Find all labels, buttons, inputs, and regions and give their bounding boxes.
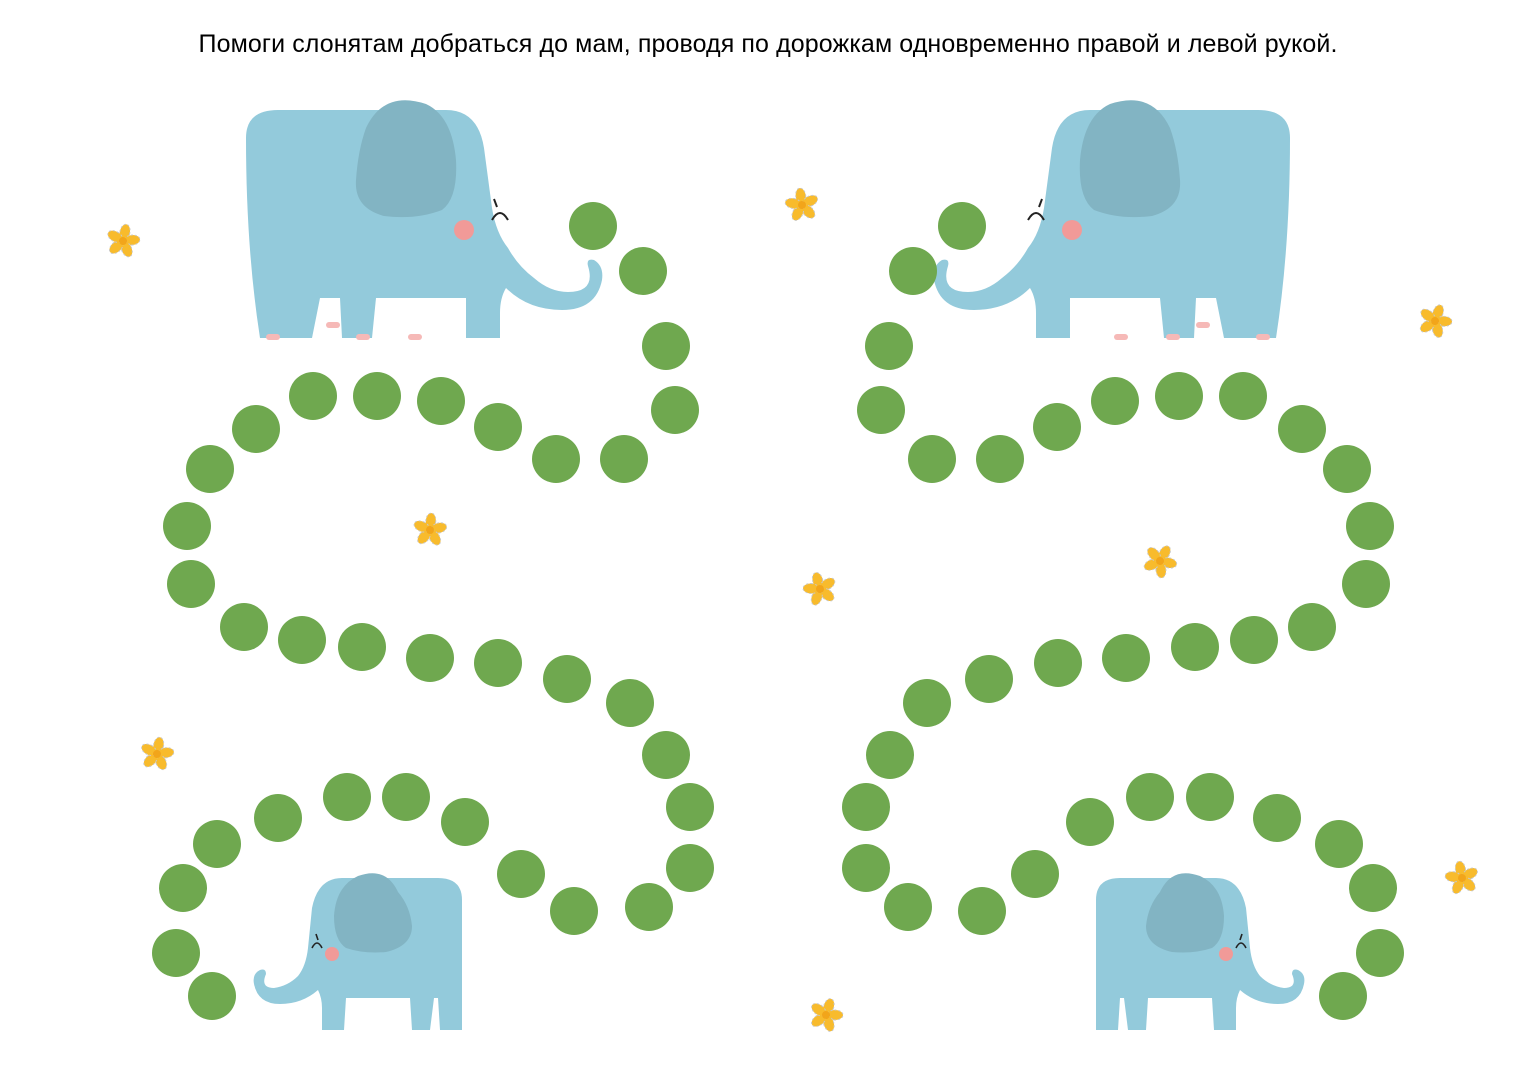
- path-dot: [323, 773, 371, 821]
- path-dot: [1171, 623, 1219, 671]
- path-dot: [289, 372, 337, 420]
- path-dot: [842, 783, 890, 831]
- path-dot: [497, 850, 545, 898]
- elephant-mother-left-icon: [245, 99, 604, 341]
- flower-icon: [781, 185, 823, 225]
- path-dot: [278, 616, 326, 664]
- path-dot: [353, 372, 401, 420]
- path-dot: [1253, 794, 1301, 842]
- path-dot: [441, 798, 489, 846]
- path-dot: [666, 844, 714, 892]
- path-left: [152, 202, 714, 1020]
- path-dot: [958, 887, 1006, 935]
- path-dot: [1186, 773, 1234, 821]
- flower-icon: [410, 511, 450, 549]
- path-dot: [889, 247, 937, 295]
- instruction-text: Помоги слонятам добраться до мам, провод…: [198, 30, 1338, 58]
- path-dot: [1319, 972, 1367, 1020]
- flower-icon: [797, 567, 842, 611]
- path-dot: [1034, 639, 1082, 687]
- path-dot: [606, 679, 654, 727]
- path-dot: [382, 773, 430, 821]
- path-dot: [338, 623, 386, 671]
- path-dot: [642, 322, 690, 370]
- path-dot: [666, 783, 714, 831]
- path-dot: [619, 247, 667, 295]
- path-dot: [857, 386, 905, 434]
- path-dot: [965, 655, 1013, 703]
- path-dot: [884, 883, 932, 931]
- path-dot: [625, 883, 673, 931]
- path-dot: [188, 972, 236, 1020]
- path-dot: [1323, 445, 1371, 493]
- path-dot: [550, 887, 598, 935]
- path-dot: [903, 679, 951, 727]
- flower-icon: [1441, 857, 1483, 899]
- path-dot: [406, 634, 454, 682]
- flower-icon: [1412, 298, 1458, 344]
- path-dot: [1230, 616, 1278, 664]
- path-dot: [220, 603, 268, 651]
- path-dot: [866, 731, 914, 779]
- path-dot: [159, 864, 207, 912]
- path-dot: [1033, 403, 1081, 451]
- path-dot: [474, 639, 522, 687]
- flower-icon: [1135, 536, 1185, 585]
- path-dot: [1278, 405, 1326, 453]
- path-dot: [254, 794, 302, 842]
- flower-icon: [101, 220, 145, 262]
- path-dot: [543, 655, 591, 703]
- path-dot: [1091, 377, 1139, 425]
- path-dot: [193, 820, 241, 868]
- path-dot: [908, 435, 956, 483]
- path-dot: [642, 731, 690, 779]
- path-dot: [1356, 929, 1404, 977]
- path-dot: [1102, 634, 1150, 682]
- elephant-baby-left-icon: [252, 872, 463, 1031]
- path-dot: [600, 435, 648, 483]
- path-dot: [474, 403, 522, 451]
- path-dot: [152, 929, 200, 977]
- path-dot: [1349, 864, 1397, 912]
- path-dot: [186, 445, 234, 493]
- path-dot: [651, 386, 699, 434]
- path-dot: [976, 435, 1024, 483]
- path-right: [842, 202, 1404, 1020]
- path-dot: [865, 322, 913, 370]
- elephant-baby-right-icon: [1095, 872, 1306, 1031]
- path-dot: [1126, 773, 1174, 821]
- elephant-mother-right-icon: [932, 99, 1291, 341]
- path-dot: [163, 502, 211, 550]
- flower-icon: [136, 733, 178, 775]
- path-dot: [417, 377, 465, 425]
- path-dot: [1219, 372, 1267, 420]
- path-dot: [532, 435, 580, 483]
- path-dot: [1315, 820, 1363, 868]
- path-dot: [1155, 372, 1203, 420]
- path-dot: [232, 405, 280, 453]
- path-dot: [1288, 603, 1336, 651]
- path-dot: [1011, 850, 1059, 898]
- path-dot: [1346, 502, 1394, 550]
- path-dot: [167, 560, 215, 608]
- path-dot: [569, 202, 617, 250]
- path-dot: [1342, 560, 1390, 608]
- path-dot: [1066, 798, 1114, 846]
- path-dot: [842, 844, 890, 892]
- path-dot: [938, 202, 986, 250]
- flower-icon: [803, 992, 849, 1037]
